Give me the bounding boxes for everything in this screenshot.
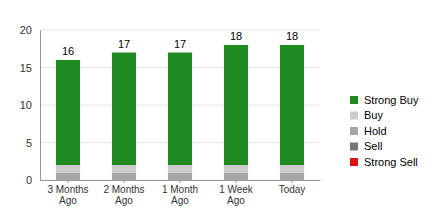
grid-line xyxy=(40,30,320,31)
x-tick-label-line: 1 Month xyxy=(162,184,198,195)
legend-label: Strong Buy xyxy=(364,94,419,106)
x-tick-label: 3 MonthsAgo xyxy=(47,184,88,206)
legend: Strong Buy Buy Hold Sell Strong Sell xyxy=(350,94,419,168)
bar-segment xyxy=(56,165,80,173)
bar-segment xyxy=(280,45,304,165)
y-tick-label: 10 xyxy=(20,99,32,111)
x-tick: Today xyxy=(279,180,306,195)
bar-segment xyxy=(224,165,248,173)
bar-segment xyxy=(224,173,248,181)
legend-item: Strong Buy xyxy=(350,94,419,106)
total-label: 17 xyxy=(118,38,130,50)
legend-swatch xyxy=(350,127,358,135)
x-tick-mark xyxy=(180,180,181,183)
x-tick-label-line: Ago xyxy=(171,195,189,206)
x-tick-mark xyxy=(124,180,125,183)
y-axis-line xyxy=(40,31,41,181)
bar-segment xyxy=(112,53,136,166)
x-tick: 3 MonthsAgo xyxy=(47,180,88,206)
bar-segment xyxy=(168,173,192,181)
bar-segment xyxy=(280,165,304,173)
y-tick: 10 xyxy=(20,99,40,111)
total-label: 18 xyxy=(286,30,298,42)
x-tick-mark xyxy=(292,180,293,183)
x-tick-label: 1 MonthAgo xyxy=(162,184,198,206)
bar-segment xyxy=(168,165,192,173)
bar-segment xyxy=(280,173,304,181)
legend-label: Strong Sell xyxy=(364,156,418,168)
y-tick: 0 xyxy=(26,174,40,186)
bar-segment xyxy=(112,165,136,173)
x-tick: 1 MonthAgo xyxy=(162,180,198,206)
y-axis: 0 5 10 15 20 xyxy=(20,24,41,186)
x-tick-label: 2 MonthsAgo xyxy=(103,184,144,206)
y-tick: 15 xyxy=(20,62,40,74)
bar-segment xyxy=(168,53,192,166)
total-label: 18 xyxy=(230,30,242,42)
x-tick-label: Today xyxy=(279,184,306,195)
x-tick-label-line: 1 Week xyxy=(219,184,254,195)
y-tick-label: 0 xyxy=(26,174,32,186)
bar-segment xyxy=(56,60,80,165)
x-tick-label-line: Ago xyxy=(59,195,77,206)
y-tick: 5 xyxy=(26,137,40,149)
y-tick-label: 20 xyxy=(20,24,32,36)
x-tick-mark xyxy=(68,180,69,183)
legend-swatch xyxy=(350,112,358,120)
totals: 16 17 17 18 18 xyxy=(62,30,298,57)
x-tick: 2 MonthsAgo xyxy=(103,180,144,206)
x-tick-label: 1 WeekAgo xyxy=(219,184,254,206)
bar-segment xyxy=(224,45,248,165)
x-tick-label-line: 2 Months xyxy=(103,184,144,195)
legend-label: Sell xyxy=(364,140,382,152)
y-tick: 20 xyxy=(20,24,40,36)
bar-series xyxy=(56,45,304,165)
total-label: 17 xyxy=(174,38,186,50)
x-tick: 1 WeekAgo xyxy=(219,180,254,206)
legend-item: Buy xyxy=(350,109,383,121)
x-tick-label-line: Today xyxy=(279,184,306,195)
legend-item: Strong Sell xyxy=(350,156,418,168)
legend-swatch xyxy=(350,96,358,104)
legend-item: Sell xyxy=(350,140,382,152)
legend-item: Hold xyxy=(350,125,387,137)
bar-series xyxy=(56,165,304,173)
chart: 051015203 MonthsAgo2 MonthsAgo1 MonthAgo… xyxy=(0,0,440,220)
bar-series xyxy=(56,173,304,181)
legend-label: Hold xyxy=(364,125,387,137)
bar-segment xyxy=(112,173,136,181)
x-axis: 3 MonthsAgo2 MonthsAgo1 MonthAgo1 WeekAg… xyxy=(41,180,321,206)
bars xyxy=(56,45,304,180)
x-tick-label-line: Ago xyxy=(115,195,133,206)
x-tick-label-line: 3 Months xyxy=(47,184,88,195)
x-tick-label-line: Ago xyxy=(227,195,245,206)
y-tick-label: 15 xyxy=(20,62,32,74)
legend-label: Buy xyxy=(364,109,383,121)
legend-swatch xyxy=(350,143,358,151)
grid xyxy=(40,30,320,180)
legend-swatch xyxy=(350,158,358,166)
x-tick-mark xyxy=(236,180,237,183)
total-label: 16 xyxy=(62,45,74,57)
bar-segment xyxy=(56,173,80,181)
y-tick-label: 5 xyxy=(26,137,32,149)
